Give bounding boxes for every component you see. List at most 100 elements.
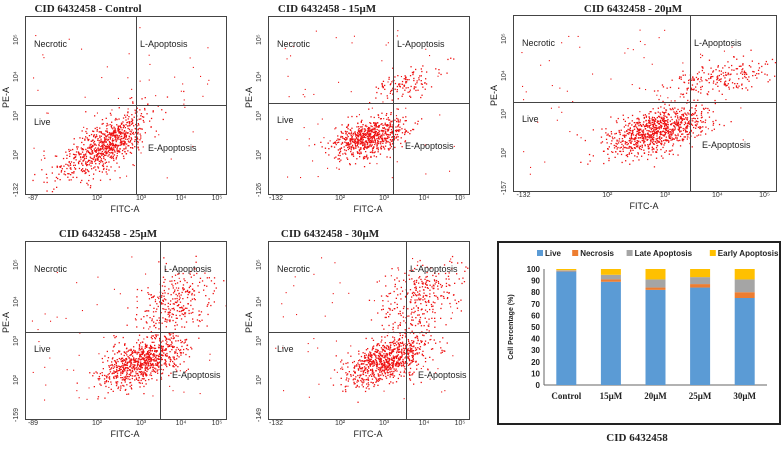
event-dot <box>746 78 749 81</box>
event-dot <box>160 347 162 350</box>
event-dot <box>664 120 667 122</box>
event-dot <box>83 159 85 161</box>
event-dot <box>151 363 153 366</box>
event-dot <box>167 305 169 308</box>
event-dot <box>397 365 399 368</box>
event-dot <box>620 141 622 143</box>
event-dot <box>682 118 685 120</box>
event-dot <box>400 356 402 358</box>
event-dot <box>88 170 90 173</box>
event-dot <box>129 361 131 363</box>
event-dot <box>390 89 393 91</box>
event-dot <box>118 136 120 138</box>
event-dot <box>110 381 112 383</box>
event-dot <box>122 360 124 362</box>
event-dot <box>213 301 215 303</box>
event-dot <box>76 148 78 150</box>
event-dot <box>662 157 664 159</box>
event-dot <box>649 124 652 126</box>
event-dot <box>85 163 87 165</box>
event-dot <box>404 361 407 363</box>
event-dot <box>656 127 658 129</box>
event-dot <box>58 173 60 175</box>
event-dot <box>658 140 660 143</box>
event-dot <box>385 366 387 368</box>
event-dot <box>358 135 360 137</box>
event-dot <box>631 120 633 122</box>
event-dot <box>47 112 49 114</box>
event-dot <box>365 387 368 389</box>
event-dot <box>678 128 680 130</box>
y-tick-label: 10³ <box>501 109 508 120</box>
event-dot <box>321 118 323 120</box>
event-dot <box>637 117 639 119</box>
event-dot <box>99 135 101 137</box>
event-dot <box>388 119 391 121</box>
event-dot <box>96 154 99 156</box>
event-dot <box>718 90 720 92</box>
event-dot <box>407 87 409 89</box>
event-dot <box>373 135 375 137</box>
event-dot <box>656 94 658 96</box>
event-dot <box>372 347 375 350</box>
event-dot <box>333 157 336 159</box>
event-dot <box>190 304 192 307</box>
event-dot <box>404 348 406 350</box>
event-dot <box>655 125 658 127</box>
event-dot <box>691 146 693 148</box>
event-dot <box>367 385 369 388</box>
event-dot <box>181 313 183 315</box>
event-dot <box>113 366 116 368</box>
event-dot <box>105 154 107 156</box>
event-dot <box>176 301 178 304</box>
event-dot <box>122 370 124 372</box>
event-dot <box>398 84 400 86</box>
event-dot <box>105 171 107 173</box>
event-dot <box>401 337 403 339</box>
event-dot <box>390 352 393 354</box>
event-dot <box>132 365 134 368</box>
event-dot <box>131 367 133 369</box>
event-dot <box>679 124 681 126</box>
event-dot <box>391 138 394 141</box>
event-dot <box>123 378 125 380</box>
event-dot <box>157 369 159 371</box>
event-dot <box>357 401 359 403</box>
event-dot <box>676 123 678 126</box>
event-dot <box>355 135 357 137</box>
event-dot <box>72 153 75 155</box>
event-dot <box>385 358 387 361</box>
event-dot <box>670 131 672 134</box>
event-dot <box>93 156 95 159</box>
event-dot <box>368 358 370 360</box>
x-tick-label: 10² <box>602 192 613 199</box>
event-dot <box>122 336 124 339</box>
event-dot <box>401 80 404 83</box>
event-dot <box>359 141 361 143</box>
event-dot <box>199 321 201 323</box>
event-dot <box>712 88 714 90</box>
event-dot <box>172 287 174 289</box>
event-dot <box>149 304 151 306</box>
event-dot <box>373 384 376 386</box>
event-dot <box>392 124 394 126</box>
event-dot <box>96 304 98 306</box>
event-dot <box>771 58 774 61</box>
event-dot <box>375 86 377 88</box>
event-dot <box>122 155 125 157</box>
event-dot <box>659 138 661 141</box>
event-dot <box>320 141 322 143</box>
event-dot <box>130 384 133 386</box>
event-dot <box>360 137 362 139</box>
event-dot <box>95 371 97 373</box>
event-dot <box>661 141 663 143</box>
event-dot <box>133 133 135 135</box>
event-dot <box>163 335 166 337</box>
event-dot <box>432 305 434 307</box>
event-dot <box>109 369 111 371</box>
event-dot <box>348 145 350 147</box>
event-dot <box>112 135 114 137</box>
event-dot <box>360 367 362 370</box>
event-dot <box>694 121 696 123</box>
event-dot <box>213 282 216 285</box>
